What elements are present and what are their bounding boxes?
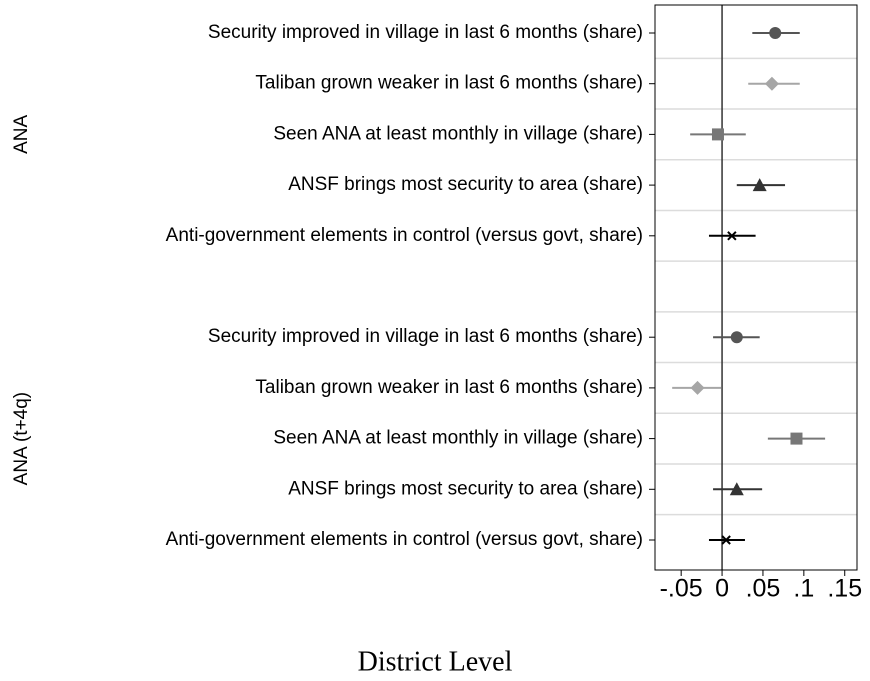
chart-title: District Level [358, 646, 513, 677]
y-tick-label: Taliban grown weaker in last 6 months (s… [255, 377, 643, 398]
y-tick-label: ANSF brings most security to area (share… [288, 478, 643, 499]
x-tick-label: .15 [827, 575, 862, 603]
marker [711, 128, 724, 141]
y-tick-label: ANSF brings most security to area (share… [288, 174, 643, 195]
group-label: ANA (t+4q) [11, 392, 32, 485]
y-tick-label: Anti-government elements in control (ver… [166, 529, 643, 550]
marker [730, 331, 743, 344]
y-tick-label: Security improved in village in last 6 m… [208, 22, 643, 43]
marker [727, 231, 737, 241]
marker [752, 178, 767, 192]
marker [729, 482, 744, 496]
x-tick-label: 0 [715, 575, 729, 603]
marker [690, 380, 705, 395]
x-tick-label: .1 [793, 575, 814, 603]
marker [764, 76, 779, 91]
x-tick-label: .05 [746, 575, 781, 603]
y-tick-label: Security improved in village in last 6 m… [208, 326, 643, 347]
y-tick-label: Seen ANA at least monthly in village (sh… [273, 428, 643, 449]
marker [790, 432, 803, 445]
x-tick-label: -.05 [660, 575, 703, 603]
marker [769, 27, 782, 39]
y-tick-label: Taliban grown weaker in last 6 months (s… [255, 73, 643, 94]
y-tick-label: Anti-government elements in control (ver… [166, 225, 643, 246]
plot-frame [654, 4, 858, 571]
marker [721, 535, 731, 545]
group-label: ANA [11, 115, 32, 154]
y-tick-label: Seen ANA at least monthly in village (sh… [273, 123, 643, 144]
